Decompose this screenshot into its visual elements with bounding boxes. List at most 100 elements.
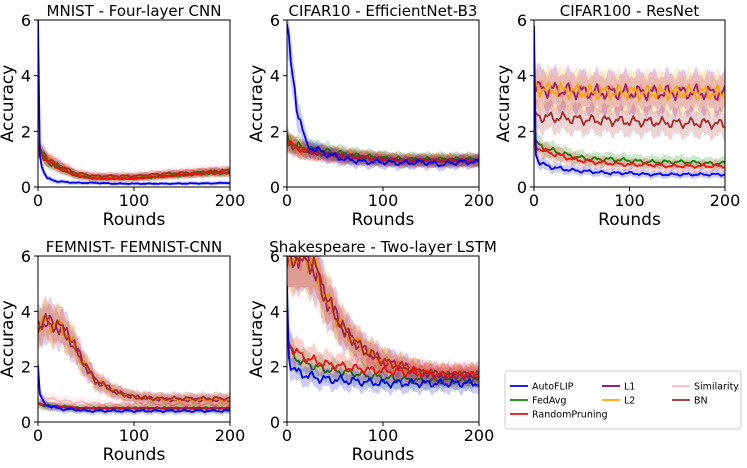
series-line-randompruning xyxy=(38,147,230,181)
chart-panel-cifar10-efficientnet-b3: 0 100 200 0 2 4 6 CIFAR10 - EfficientNet-B3 Roun… xyxy=(247,2,494,230)
y-tick-label: 4 xyxy=(21,302,31,321)
y-tick-label: 6 xyxy=(517,11,527,30)
chart-panel-mnist-four-layer-cnn: 0 100 200 0 2 4 6 MNIST - Four-layer CNN Rounds A… xyxy=(0,2,245,230)
x-axis-label: Rounds xyxy=(352,445,415,465)
y-tick-label: 6 xyxy=(21,247,31,266)
band-bn xyxy=(38,138,230,181)
y-axis-label: Accuracy xyxy=(247,300,267,378)
y-tick-label: 2 xyxy=(21,122,31,141)
y-tick-label: 4 xyxy=(270,302,280,321)
band-l1 xyxy=(287,256,479,389)
x-tick-label: 100 xyxy=(119,426,150,445)
series-line-randompruning xyxy=(287,140,479,164)
band-l2 xyxy=(38,136,230,182)
series-line-autoflip xyxy=(287,23,479,168)
plot-area xyxy=(38,20,230,186)
chart-title: CIFAR10 - EfficientNet-B3 xyxy=(289,2,478,20)
chart-title: MNIST - Four-layer CNN xyxy=(47,2,222,20)
y-axis-label: Accuracy xyxy=(0,300,18,378)
series-line-randompruning xyxy=(534,138,725,169)
band-bn xyxy=(534,94,725,142)
x-tick-label: 200 xyxy=(710,191,741,210)
legend-item-l1: L1 xyxy=(602,382,635,393)
legend-label: AutoFLIP xyxy=(532,382,574,393)
y-tick-label: 2 xyxy=(21,358,31,377)
x-axis-label: Rounds xyxy=(103,445,166,465)
series-line-similarity xyxy=(38,387,230,407)
band-fedavg xyxy=(287,321,479,393)
y-tick-label: 2 xyxy=(270,358,280,377)
chart-title: FEMNIST- FEMNIST-CNN xyxy=(46,238,223,256)
x-axis-label: Rounds xyxy=(598,210,661,230)
y-axis-label: Accuracy xyxy=(0,65,18,143)
legend-label: L2 xyxy=(624,396,635,407)
series-line-bn xyxy=(534,108,725,130)
legend-label: L1 xyxy=(624,382,635,393)
chart-panel-femnist-femnist-cnn: 0 100 200 0 2 4 6 FEMNIST- FEMNIST-CNN Rounds Acc… xyxy=(0,238,245,465)
axes-frame xyxy=(37,19,231,188)
x-tick-label: 200 xyxy=(464,191,495,210)
x-tick-label: 0 xyxy=(529,191,539,210)
series-line-autoflip xyxy=(38,365,230,414)
band-fedavg xyxy=(287,123,479,169)
band-similarity xyxy=(38,139,230,180)
band-autoflip xyxy=(287,260,479,397)
x-tick-label: 0 xyxy=(33,426,43,445)
y-tick-label: 4 xyxy=(21,67,31,86)
y-tick-label: 6 xyxy=(270,11,280,30)
chart-title: CIFAR100 - ResNet xyxy=(560,2,700,20)
chart-title: Shakespeare - Two-layer LSTM xyxy=(269,238,497,256)
legend-item-similarity: Similarity xyxy=(672,382,739,393)
series-line-autoflip xyxy=(38,20,230,185)
band-l1 xyxy=(38,140,230,182)
plot-area xyxy=(287,20,479,172)
x-tick-label: 0 xyxy=(282,191,292,210)
x-axis-label: Rounds xyxy=(103,210,166,230)
plot-area xyxy=(287,256,479,397)
y-axis-label: Accuracy xyxy=(247,65,267,143)
series-line-bn xyxy=(287,256,479,380)
y-tick-label: 2 xyxy=(270,122,280,141)
x-tick-label: 200 xyxy=(215,191,246,210)
x-tick-label: 100 xyxy=(368,191,399,210)
x-axis-label: Rounds xyxy=(352,210,415,230)
chart-panel-cifar100-resnet: 0 100 200 0 2 4 6 CIFAR100 - ResNet Rounds Accura… xyxy=(494,2,740,230)
legend-label: FedAvg xyxy=(532,396,566,407)
series-line-autoflip xyxy=(287,285,479,389)
series-line-bn xyxy=(38,146,230,178)
y-tick-label: 0 xyxy=(21,178,31,197)
x-tick-label: 200 xyxy=(464,426,495,445)
x-tick-label: 0 xyxy=(282,426,292,445)
y-tick-label: 6 xyxy=(270,247,280,266)
x-tick-label: 100 xyxy=(368,426,399,445)
series-line-autoflip xyxy=(534,25,725,177)
y-tick-label: 6 xyxy=(21,11,31,30)
y-tick-label: 2 xyxy=(517,122,527,141)
y-tick-label: 4 xyxy=(270,67,280,86)
band-l1 xyxy=(38,296,230,407)
plot-area xyxy=(534,20,725,180)
series-line-bn xyxy=(38,312,230,402)
legend-label: Similarity xyxy=(694,382,739,393)
legend: AutoFLIP FedAvg RandomPruning L1 L2 Similarit… xyxy=(504,370,742,430)
plot-area xyxy=(38,294,230,416)
legend-label: RandomPruning xyxy=(532,410,608,421)
legend-item-randompruning: RandomPruning xyxy=(510,410,608,421)
legend-label: BN xyxy=(694,396,708,407)
x-tick-label: 0 xyxy=(33,191,43,210)
band-l2 xyxy=(38,297,230,408)
band-autoflip xyxy=(38,353,230,416)
band-autoflip xyxy=(38,20,230,186)
x-tick-label: 200 xyxy=(215,426,246,445)
band-fedavg xyxy=(38,141,230,183)
series-line-l2 xyxy=(534,81,725,102)
y-tick-label: 4 xyxy=(517,67,527,86)
y-tick-label: 0 xyxy=(270,178,280,197)
legend-item-bn: BN xyxy=(672,396,708,407)
y-tick-label: 0 xyxy=(270,413,280,432)
legend-item-fedavg: FedAvg xyxy=(510,396,566,407)
series-line-randompruning xyxy=(38,402,230,411)
series-line-fedavg xyxy=(534,139,725,167)
